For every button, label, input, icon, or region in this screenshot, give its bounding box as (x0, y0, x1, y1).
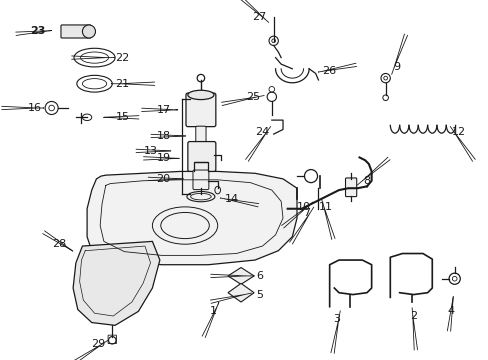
Text: 16: 16 (28, 103, 42, 113)
Text: 7: 7 (302, 208, 309, 219)
Text: 11: 11 (318, 202, 332, 212)
Text: 5: 5 (256, 289, 263, 300)
Text: 21: 21 (115, 79, 129, 89)
FancyBboxPatch shape (193, 170, 208, 190)
Text: 25: 25 (245, 92, 260, 102)
Text: 26: 26 (322, 66, 336, 76)
Text: 9: 9 (392, 62, 400, 72)
FancyBboxPatch shape (195, 126, 205, 142)
Text: 24: 24 (255, 127, 269, 137)
Text: 12: 12 (450, 127, 465, 137)
Text: 17: 17 (156, 105, 170, 115)
Text: 2: 2 (409, 311, 416, 321)
FancyBboxPatch shape (345, 178, 356, 197)
Text: 28: 28 (52, 239, 66, 249)
Ellipse shape (187, 90, 214, 100)
Text: 10: 10 (296, 202, 310, 212)
FancyBboxPatch shape (61, 25, 91, 38)
FancyBboxPatch shape (185, 93, 215, 127)
Text: 6: 6 (256, 271, 263, 281)
Text: 3: 3 (333, 314, 340, 324)
Polygon shape (227, 283, 254, 302)
Text: 4: 4 (447, 306, 453, 316)
Ellipse shape (82, 25, 95, 38)
Text: 29: 29 (91, 339, 105, 349)
Polygon shape (73, 242, 160, 325)
FancyBboxPatch shape (187, 141, 215, 171)
Polygon shape (227, 267, 254, 284)
Text: 13: 13 (143, 146, 157, 156)
Text: 22: 22 (115, 53, 129, 63)
Text: 1: 1 (209, 306, 216, 316)
Polygon shape (87, 171, 296, 265)
Text: 14: 14 (224, 194, 238, 204)
Text: 23: 23 (30, 27, 45, 36)
Text: 19: 19 (156, 153, 170, 163)
Text: 18: 18 (156, 131, 170, 141)
Text: 20: 20 (156, 174, 170, 184)
Text: 27: 27 (252, 13, 266, 22)
Text: 15: 15 (115, 112, 129, 122)
Text: 8: 8 (363, 176, 370, 186)
